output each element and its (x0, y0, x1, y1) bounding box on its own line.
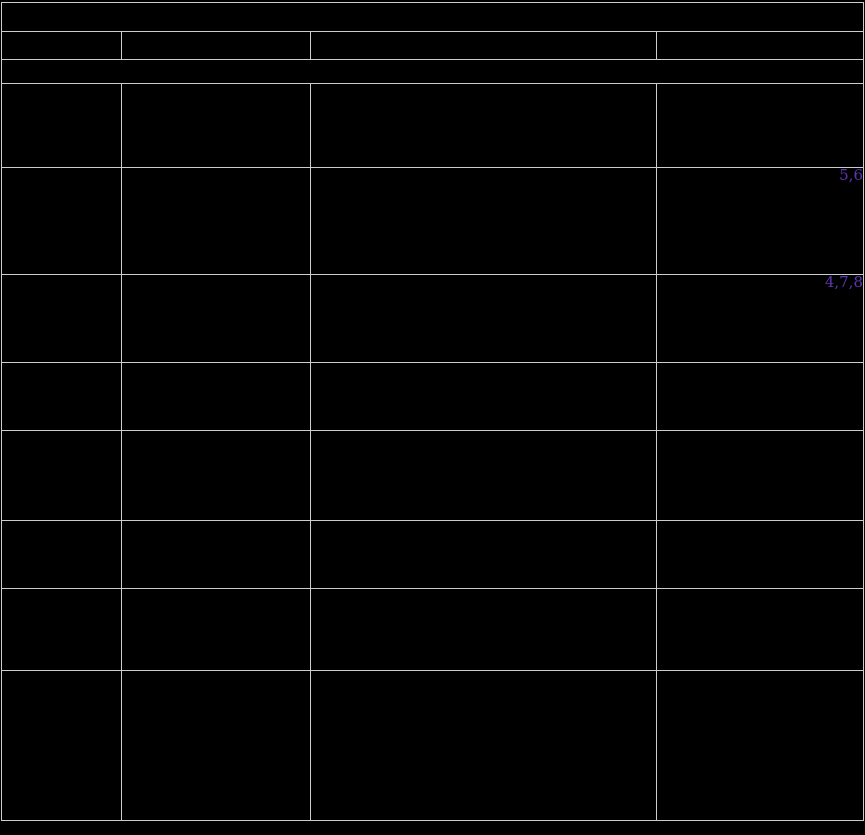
table-cell (1, 430, 122, 521)
table-cell (310, 167, 657, 275)
table-cell (310, 588, 657, 671)
table-cell (656, 670, 864, 821)
table-cell (121, 430, 311, 521)
section-row (1, 59, 864, 84)
caption-row (1, 2, 864, 32)
table-row (1, 83, 864, 168)
table-cell (1, 670, 122, 821)
section-header (1, 59, 864, 84)
column-header (121, 31, 311, 60)
table-row (1, 588, 864, 671)
table-cell (121, 167, 311, 275)
table-cell (310, 362, 657, 431)
table-cell (1, 362, 122, 431)
table-cell (121, 670, 311, 821)
table-cell (121, 83, 311, 168)
table-cell (1, 274, 122, 363)
table-row: 5,6 (1, 167, 864, 275)
table-row (1, 670, 864, 821)
table-cell: 5,6 (656, 167, 864, 275)
data-table: 5,6 4,7,8 (1, 2, 864, 821)
table-cell (121, 588, 311, 671)
table-cell (656, 520, 864, 589)
table-cell (121, 362, 311, 431)
table-cell (656, 83, 864, 168)
column-header (656, 31, 864, 60)
table-row: 4,7,8 (1, 274, 864, 363)
table-cell (121, 274, 311, 363)
table-cell (656, 588, 864, 671)
reference-links[interactable]: 4,7,8 (824, 274, 863, 291)
table-cell (1, 83, 122, 168)
column-header (1, 31, 122, 60)
table-row (1, 362, 864, 431)
table-cell (121, 520, 311, 589)
table-caption (1, 2, 864, 32)
table-cell (310, 670, 657, 821)
reference-links[interactable]: 5,6 (839, 167, 863, 184)
table-cell (656, 362, 864, 431)
table-cell (1, 167, 122, 275)
table-cell (310, 274, 657, 363)
table-row (1, 430, 864, 521)
header-row (1, 31, 864, 60)
table-row (1, 520, 864, 589)
table-cell (656, 430, 864, 521)
table-cell (310, 520, 657, 589)
table-cell (310, 83, 657, 168)
table-cell (1, 588, 122, 671)
table-cell: 4,7,8 (656, 274, 864, 363)
column-header (310, 31, 657, 60)
table-cell (310, 430, 657, 521)
table-cell (1, 520, 122, 589)
